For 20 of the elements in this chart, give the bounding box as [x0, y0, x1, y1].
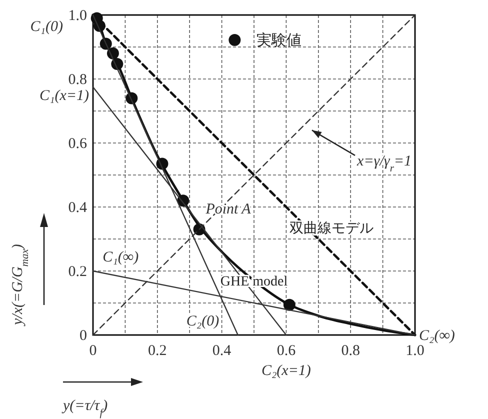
y-tick-label: 0.2 [68, 264, 87, 280]
annotation: C₁(0) [30, 19, 63, 35]
annotation: x=γ/γ$_{r}$=1 [356, 153, 412, 174]
y-tick-label: 0.6 [68, 136, 88, 152]
annotation: C₂(0) [186, 313, 220, 330]
x-tick-label: 1.0 [406, 343, 424, 359]
x-tick-label: 0.8 [341, 343, 360, 359]
y-tick-label: 0 [80, 328, 87, 344]
x-axis-title: y(=τ/τ$_{f}$) [61, 398, 108, 418]
legend-label: 実験値 [256, 31, 302, 49]
annotation: C₂(x=1) [261, 363, 311, 379]
annotation: C₁(∞) [102, 249, 139, 266]
x-tick-label: 0.6 [276, 343, 296, 359]
x-tick-label: 0.4 [212, 343, 232, 359]
y-tick-label: 0.8 [68, 72, 87, 88]
y-tick-label: 1.0 [68, 8, 87, 24]
annotation: C₁(x=1) [40, 88, 89, 104]
x-tick-label: 0.2 [148, 343, 167, 359]
annotation: C₂(∞) [419, 328, 455, 344]
y-tick-label: 0.4 [68, 200, 88, 216]
